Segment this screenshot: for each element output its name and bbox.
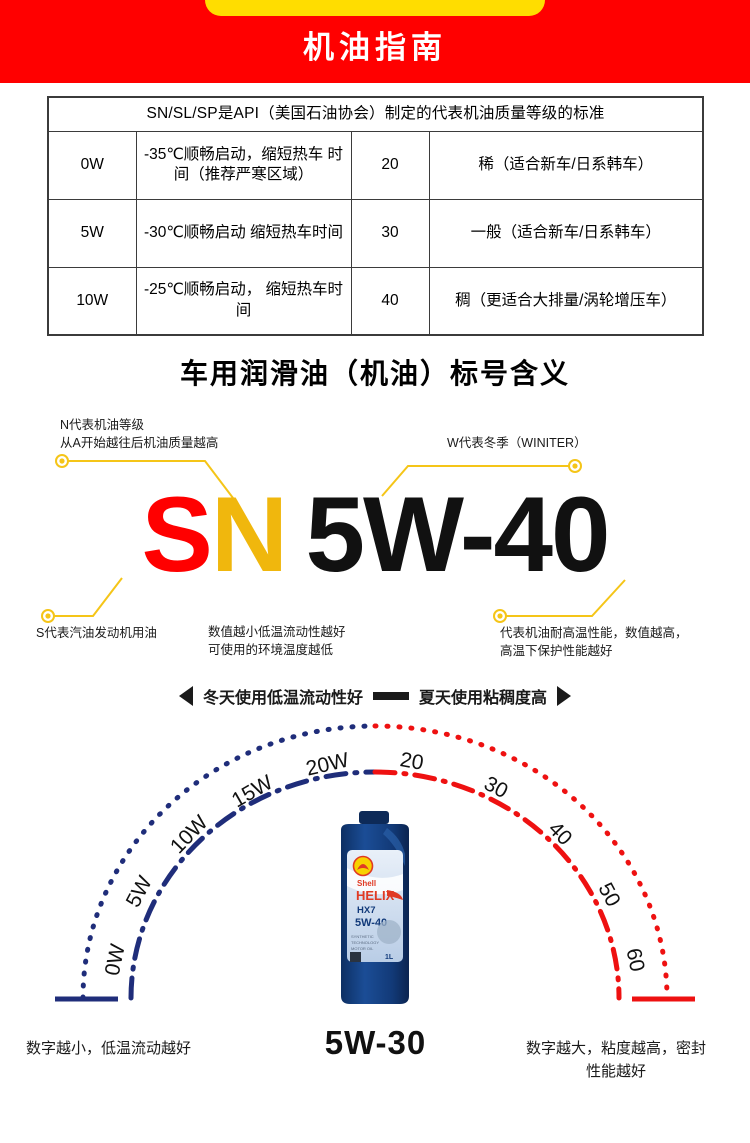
callout-s-letter: S代表汽油发动机用油 — [36, 626, 157, 640]
winter-outer-arc — [80, 723, 378, 1001]
callout-n-letter: N代表机油等级 从A开始越往后机油质量越高 — [60, 418, 219, 451]
spec-table-wrap: SN/SL/SP是API（美国石油协会）制定的代表机油质量等级的标准 0W -3… — [47, 96, 704, 337]
cell-desc: -30℃顺畅启动 缩短热车时间 — [135, 198, 352, 268]
callout-low-temp: 数值越小低温流动性越好 可使用的环境温度越低 — [208, 625, 346, 658]
cell-desc: -25℃顺畅启动， 缩短热车时间 — [135, 266, 352, 336]
cell-grade: 5W — [47, 198, 137, 268]
divider-dash-icon — [373, 692, 409, 700]
cell-desc: -35℃顺畅启动，缩短热车 时间（推荐严寒区域） — [135, 130, 352, 200]
spec-table: SN/SL/SP是API（美国石油协会）制定的代表机油质量等级的标准 0W -3… — [47, 96, 704, 337]
arrow-right-icon — [557, 686, 572, 706]
summer-inner-arc — [372, 769, 622, 1001]
cell-feel: 一般（适合新车/日系韩车） — [428, 198, 704, 268]
code-viscosity-grade: 5W-40 — [305, 474, 611, 594]
gauge-label-summer-4: 60 — [621, 946, 649, 974]
bottle-caption: 5W-30 — [324, 1024, 427, 1061]
cell-viscosity: 20 — [350, 130, 430, 200]
svg-text:TECHNOLOGY: TECHNOLOGY — [351, 940, 379, 945]
page-title: 机油指南 — [303, 30, 447, 65]
cell-grade: 10W — [47, 266, 137, 336]
arrow-left-icon — [178, 686, 193, 706]
cell-viscosity: 40 — [350, 266, 430, 336]
svg-text:HELIX: HELIX — [356, 888, 395, 903]
viscosity-gauge: 0W 5W 10W 15W 20W 20 30 40 50 60 — [0, 718, 750, 1018]
oil-bottle-image: Shell HELIX HX7 5W-40 SYNTHETIC TECHNOLO… — [327, 810, 423, 1006]
summer-outer-arc — [372, 723, 670, 1001]
table-caption-row: SN/SL/SP是API（美国石油协会）制定的代表机油质量等级的标准 — [47, 96, 704, 132]
cell-grade: 0W — [47, 130, 137, 200]
page-header: 机油指南 — [0, 0, 750, 83]
callout-w-letter: W代表冬季（WINITER） — [447, 436, 587, 450]
svg-text:MOTOR OIL: MOTOR OIL — [351, 946, 374, 951]
cell-feel: 稀（适合新车/日系韩车） — [428, 130, 704, 200]
table-row: 5W -30℃顺畅启动 缩短热车时间 30 一般（适合新车/日系韩车） — [47, 198, 704, 268]
winter-note: 数字越小，低温流动越好 — [26, 1040, 192, 1057]
season-indicator-bar: 冬天使用低温流动性好 夏天使用粘稠度高 — [0, 684, 750, 708]
header-tab-decoration — [205, 0, 545, 16]
svg-text:HX7: HX7 — [357, 905, 375, 916]
table-caption: SN/SL/SP是API（美国石油协会）制定的代表机油质量等级的标准 — [47, 96, 704, 132]
oil-code-display: SN 5W-40 — [0, 481, 750, 588]
winter-inner-arc — [128, 769, 378, 1001]
gauge-label-summer-0: 20 — [398, 748, 426, 775]
svg-text:Shell: Shell — [357, 879, 376, 888]
svg-text:1L: 1L — [385, 954, 394, 961]
cell-feel: 稠（更适合大排量/涡轮增压车） — [428, 266, 704, 336]
table-row: 10W -25℃顺畅启动， 缩短热车时间 40 稠（更适合大排量/涡轮增压车） — [47, 266, 704, 336]
cell-viscosity: 30 — [350, 198, 430, 268]
summer-label: 夏天使用粘稠度高 — [419, 690, 548, 707]
table-row: 0W -35℃顺畅启动，缩短热车 时间（推荐严寒区域） 20 稀（适合新车/日系… — [47, 130, 704, 200]
winter-label: 冬天使用低温流动性好 — [202, 690, 363, 707]
code-letter-s: S — [141, 474, 212, 594]
callout-high-temp: 代表机油耐高温性能，数值越高， 高温下保护性能越好 — [500, 626, 688, 659]
gauge-arcs — [55, 723, 695, 1002]
code-letter-n: N — [210, 474, 288, 594]
section-title: 车用润滑油（机油）标号含义 — [179, 358, 570, 389]
summer-note: 数字越大，粘度越高，密封 性能越好 — [525, 1040, 706, 1080]
svg-text:SYNTHETIC: SYNTHETIC — [351, 934, 374, 939]
